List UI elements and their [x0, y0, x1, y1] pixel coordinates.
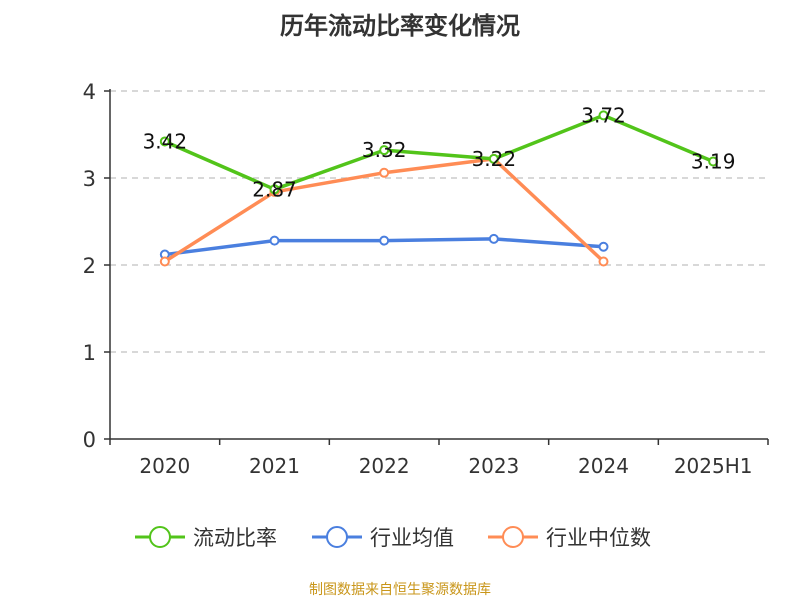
x-tick-label: 2020: [139, 454, 190, 478]
data-point: [598, 256, 609, 267]
data-point: [269, 235, 280, 246]
y-tick-label: 2: [83, 254, 96, 278]
y-tick-label: 4: [83, 80, 96, 104]
data-point: [159, 256, 170, 267]
y-tick-label: 3: [83, 167, 96, 191]
data-label: 3.19: [691, 149, 736, 173]
data-point: [269, 184, 280, 195]
legend-marker: [502, 526, 524, 548]
legend-marker: [149, 526, 171, 548]
x-tick-label: 2024: [578, 454, 629, 478]
data-label: 3.22: [472, 147, 517, 171]
legend-label: 行业均值: [370, 526, 454, 550]
x-tick-label: 2025H1: [674, 454, 753, 478]
legend-marker: [326, 526, 348, 548]
data-point: [488, 233, 499, 244]
data-point: [159, 136, 170, 147]
chart-title: 历年流动比率变化情况: [280, 12, 520, 40]
data-point: [379, 145, 390, 156]
series-line-0: [164, 113, 714, 192]
source-note: 制图数据来自恒生聚源数据库: [309, 582, 491, 598]
data-label: 3.32: [362, 138, 407, 162]
data-point: [379, 235, 390, 246]
data-label: 3.72: [581, 103, 626, 127]
data-point: [379, 167, 390, 178]
data-point: [598, 241, 609, 252]
y-tick-label: 0: [83, 428, 96, 452]
legend-label: 流动比率: [193, 526, 277, 550]
data-label: 3.42: [143, 129, 188, 153]
data-label: 2.87: [252, 177, 297, 201]
y-tick-label: 1: [83, 341, 96, 365]
x-tick-label: 2023: [468, 454, 519, 478]
data-point: [708, 156, 719, 167]
x-tick-label: 2022: [359, 454, 410, 478]
legend-label: 行业中位数: [546, 526, 651, 550]
data-point: [598, 110, 609, 121]
data-point: [488, 153, 499, 164]
x-tick-label: 2021: [249, 454, 300, 478]
